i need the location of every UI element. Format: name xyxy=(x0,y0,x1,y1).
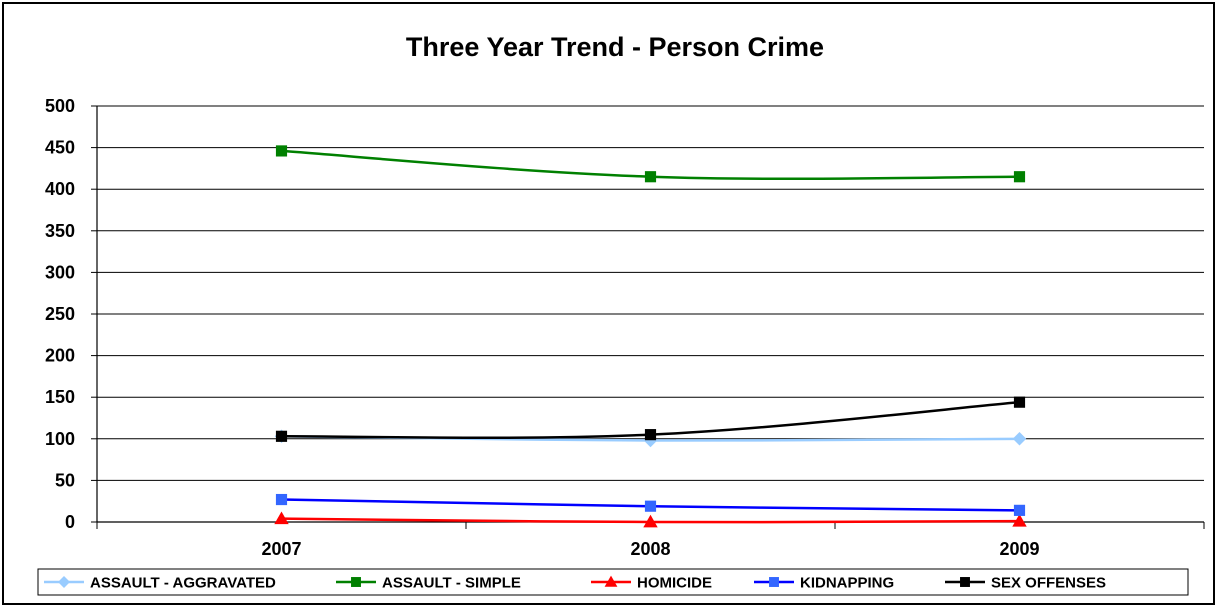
y-tick-label: 150 xyxy=(45,387,75,407)
data-point xyxy=(275,430,288,442)
legend-marker xyxy=(769,577,779,587)
legend-item: SEX OFFENSES xyxy=(945,575,1106,592)
data-point xyxy=(644,171,657,183)
x-axis-ticks: 2007 2008 2009 xyxy=(261,539,1039,559)
series-4 xyxy=(275,396,1026,442)
series-2 xyxy=(274,511,1027,528)
gridlines xyxy=(97,105,1204,481)
data-point xyxy=(1013,504,1026,516)
data-point xyxy=(1013,396,1026,408)
legend-label: ASSAULT - AGGRAVATED xyxy=(90,575,276,592)
series-1 xyxy=(275,145,1026,183)
y-tick-label: 300 xyxy=(45,262,75,282)
x-tick-label: 2008 xyxy=(630,539,670,559)
data-point xyxy=(275,493,288,506)
y-tick-label: 0 xyxy=(65,512,75,532)
data-point xyxy=(644,500,657,512)
y-tick-label: 500 xyxy=(45,96,75,116)
legend-marker xyxy=(960,577,970,587)
legend-item: ASSAULT - SIMPLE xyxy=(336,575,521,592)
data-point xyxy=(274,511,289,525)
series-group xyxy=(274,145,1027,528)
y-tick-label: 350 xyxy=(45,221,75,241)
legend-marker xyxy=(58,576,70,588)
legend-label: KIDNAPPING xyxy=(800,575,894,592)
data-point xyxy=(1013,171,1026,183)
legend: ASSAULT - AGGRAVATED ASSAULT - SIMPLE HOMI… xyxy=(37,568,1189,596)
y-tick-label: 100 xyxy=(45,429,75,449)
data-point xyxy=(1012,432,1027,446)
data-point xyxy=(643,514,658,528)
legend-item: HOMICIDE xyxy=(591,575,712,592)
legend-item: KIDNAPPING xyxy=(754,575,894,592)
y-axis-ticks: 0 50 100 150 200 250 300 350 400 450 500 xyxy=(45,96,97,532)
legend-label: ASSAULT - SIMPLE xyxy=(382,575,521,592)
chart-title: Three Year Trend - Person Crime xyxy=(406,32,824,62)
x-category-separators xyxy=(96,522,1205,529)
y-tick-label: 400 xyxy=(45,179,75,199)
data-point xyxy=(1012,513,1027,527)
series-3 xyxy=(275,493,1026,516)
y-tick-label: 50 xyxy=(55,470,75,490)
legend-label: SEX OFFENSES xyxy=(991,575,1106,592)
x-tick-label: 2009 xyxy=(999,539,1039,559)
y-tick-label: 200 xyxy=(45,346,75,366)
data-point xyxy=(275,145,288,157)
legend-label: HOMICIDE xyxy=(637,575,712,592)
y-tick-label: 250 xyxy=(45,304,75,324)
legend-marker xyxy=(604,575,618,587)
legend-item: ASSAULT - AGGRAVATED xyxy=(44,575,276,592)
legend-marker xyxy=(351,577,361,587)
x-tick-label: 2007 xyxy=(261,539,301,559)
y-tick-label: 450 xyxy=(45,138,75,158)
data-point xyxy=(644,429,657,441)
